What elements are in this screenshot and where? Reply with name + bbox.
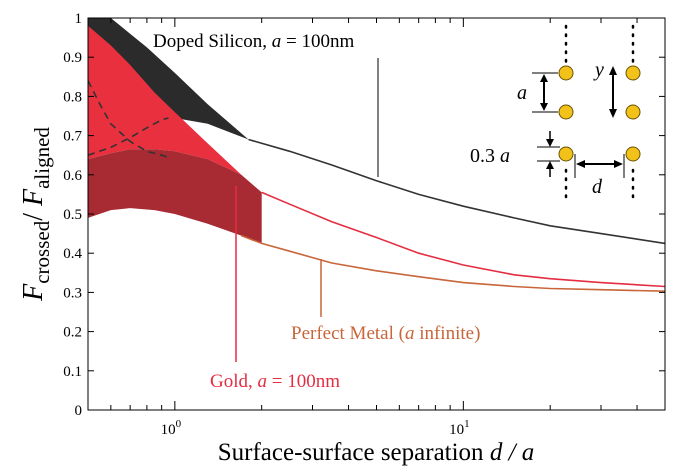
x-tick-label: 100 xyxy=(161,418,182,438)
y-tick-label: 0.3 xyxy=(63,285,82,301)
particle-inset: a y 0.3 a d xyxy=(470,24,641,206)
inset-label-gap: 0.3 a xyxy=(470,145,510,167)
inset-label-gap-var: a xyxy=(500,145,510,167)
particle xyxy=(558,65,574,81)
y-tick-label: 0.5 xyxy=(63,207,82,223)
y-tick-label: 0 xyxy=(75,403,83,419)
inset-label-a: a xyxy=(517,82,527,104)
particle xyxy=(625,146,641,162)
a-arrowhead-down xyxy=(540,103,548,111)
gold-label: Gold, a = 100nm xyxy=(210,371,340,392)
y-axis-label: Fcrossed/ Faligned xyxy=(18,127,54,302)
particle xyxy=(558,104,574,120)
inset-label-gap-num: 0.3 xyxy=(470,145,500,167)
perfect-label-pre: Perfect Metal ( xyxy=(291,323,405,344)
y-tick-label: 0.6 xyxy=(63,168,82,184)
d-arrowhead-left xyxy=(576,160,585,168)
y-axis-label-den: aligned xyxy=(30,127,54,189)
gold-curve xyxy=(261,191,665,288)
y-tick-label: 0.1 xyxy=(63,364,82,380)
silicon-label-post: = 100nm xyxy=(281,31,354,52)
gap-arrowhead-bottom xyxy=(546,161,554,169)
y-tick-label: 0.7 xyxy=(63,129,82,145)
particle xyxy=(625,65,641,81)
gold-band-lower xyxy=(88,149,262,244)
perfect-label-var: a xyxy=(405,323,415,344)
x-axis-label: Surface-surface separation d / a xyxy=(218,439,535,466)
gold-label-pre: Gold, xyxy=(210,371,258,392)
gap-arrowhead-top xyxy=(546,139,554,147)
y-axis-label-f2: F xyxy=(18,188,49,207)
d-arrowhead-right xyxy=(614,160,623,168)
particle xyxy=(625,104,641,120)
curve-layer xyxy=(88,80,665,292)
perfect-curve xyxy=(241,234,665,292)
y-arrowhead-down xyxy=(609,109,617,118)
x-tick-label: 101 xyxy=(449,418,470,438)
a-arrowhead-up xyxy=(540,74,548,82)
silicon-label-pre: Doped Silicon, xyxy=(153,31,272,52)
y-axis-label-num: crossed xyxy=(30,220,54,283)
silicon-curve xyxy=(248,138,665,245)
perfect-label: Perfect Metal (a infinite) xyxy=(291,323,480,344)
perfect-label-post: infinite) xyxy=(414,323,480,344)
silicon-label-var: a xyxy=(272,31,282,52)
y-arrowhead-up xyxy=(609,66,617,75)
silicon-label: Doped Silicon, a = 100nm xyxy=(153,31,354,52)
y-tick-label: 0.8 xyxy=(63,89,82,105)
y-axis-label-sep: / xyxy=(18,206,49,221)
y-tick-label: 0.4 xyxy=(63,246,82,262)
y-axis-label-f: F xyxy=(18,283,49,302)
inset-label-d: d xyxy=(592,176,603,198)
y-tick-label: 0.9 xyxy=(63,50,82,66)
gold-band-upper xyxy=(88,25,262,193)
particle xyxy=(558,146,574,162)
x-axis-label-main: Surface-surface separation xyxy=(218,439,490,466)
gold-label-var: a xyxy=(258,371,268,392)
tick-layer: 0 0.1 0.2 0.3 0.4 0.5 0.6 0.7 0.8 0.9 1 100 101 xyxy=(63,11,666,438)
y-tick-label: 0.2 xyxy=(63,325,82,341)
x-axis-label-var: d / a xyxy=(490,439,534,466)
y-tick-label: 1 xyxy=(75,11,83,27)
inset-label-y: y xyxy=(593,59,604,81)
band-layer xyxy=(88,18,262,244)
dashed-curve xyxy=(88,80,169,158)
gold-label-post: = 100nm xyxy=(267,371,340,392)
